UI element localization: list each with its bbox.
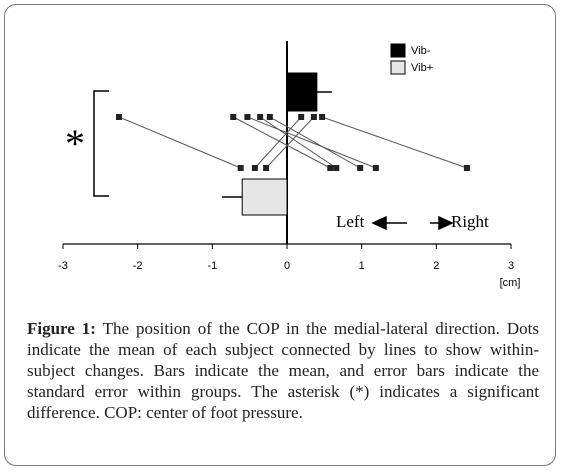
legend-label: Vib-	[411, 45, 431, 57]
bracket	[93, 90, 109, 197]
subject-point	[237, 165, 244, 171]
legend-label: Vib+	[411, 62, 433, 74]
x-axis-label: [cm]	[500, 277, 521, 289]
chart: * Left Right [cm] -3 -2 -1 0 1 2 3 Vib- Vib+	[58, 41, 521, 289]
subject-point	[244, 114, 251, 120]
subject-point	[263, 165, 270, 171]
x-tick-label: 2	[433, 260, 439, 272]
subject-line	[321, 116, 468, 169]
x-tick-label: 3	[508, 260, 514, 272]
left-label: Left	[336, 212, 365, 231]
significance-mark: *	[65, 121, 85, 166]
subject-point	[463, 165, 470, 171]
direction-arrows	[371, 215, 454, 231]
subject-line	[254, 116, 302, 169]
subject-line	[269, 116, 361, 169]
x-tick-label: 0	[284, 260, 290, 272]
subject-point	[333, 165, 340, 171]
x-tick-label: 1	[359, 260, 365, 272]
subject-point	[230, 114, 237, 120]
right-label: Right	[451, 212, 489, 231]
x-tick-label: -1	[207, 260, 217, 272]
subject-point	[251, 165, 258, 171]
bar	[241, 178, 288, 216]
subject-point	[327, 165, 334, 171]
legend-swatch	[390, 43, 406, 58]
caption: Figure 1: The position of the COP in the…	[27, 318, 539, 423]
subject-point	[310, 114, 317, 120]
subject-point	[116, 114, 122, 120]
subject-line	[118, 116, 241, 169]
subject-line	[233, 116, 331, 169]
bar	[286, 72, 318, 112]
subject-line	[247, 116, 377, 169]
subject-point	[357, 165, 364, 171]
x-tick-label: -2	[133, 260, 143, 272]
caption-text: The position of the COP in the medial-la…	[27, 319, 539, 422]
subject-point	[319, 114, 326, 120]
legend-swatch	[390, 60, 406, 75]
caption-label: Figure 1:	[27, 319, 96, 338]
figure: * Left Right [cm] -3 -2 -1 0 1 2 3 Vib- Vib+ Fig…	[4, 4, 556, 466]
subject-line	[265, 116, 315, 169]
subject-point	[298, 114, 305, 120]
subject-point	[372, 165, 379, 171]
x-tick-label: -3	[58, 260, 68, 272]
subject-line	[259, 116, 337, 169]
subject-point	[257, 114, 264, 120]
subject-point	[266, 114, 273, 120]
